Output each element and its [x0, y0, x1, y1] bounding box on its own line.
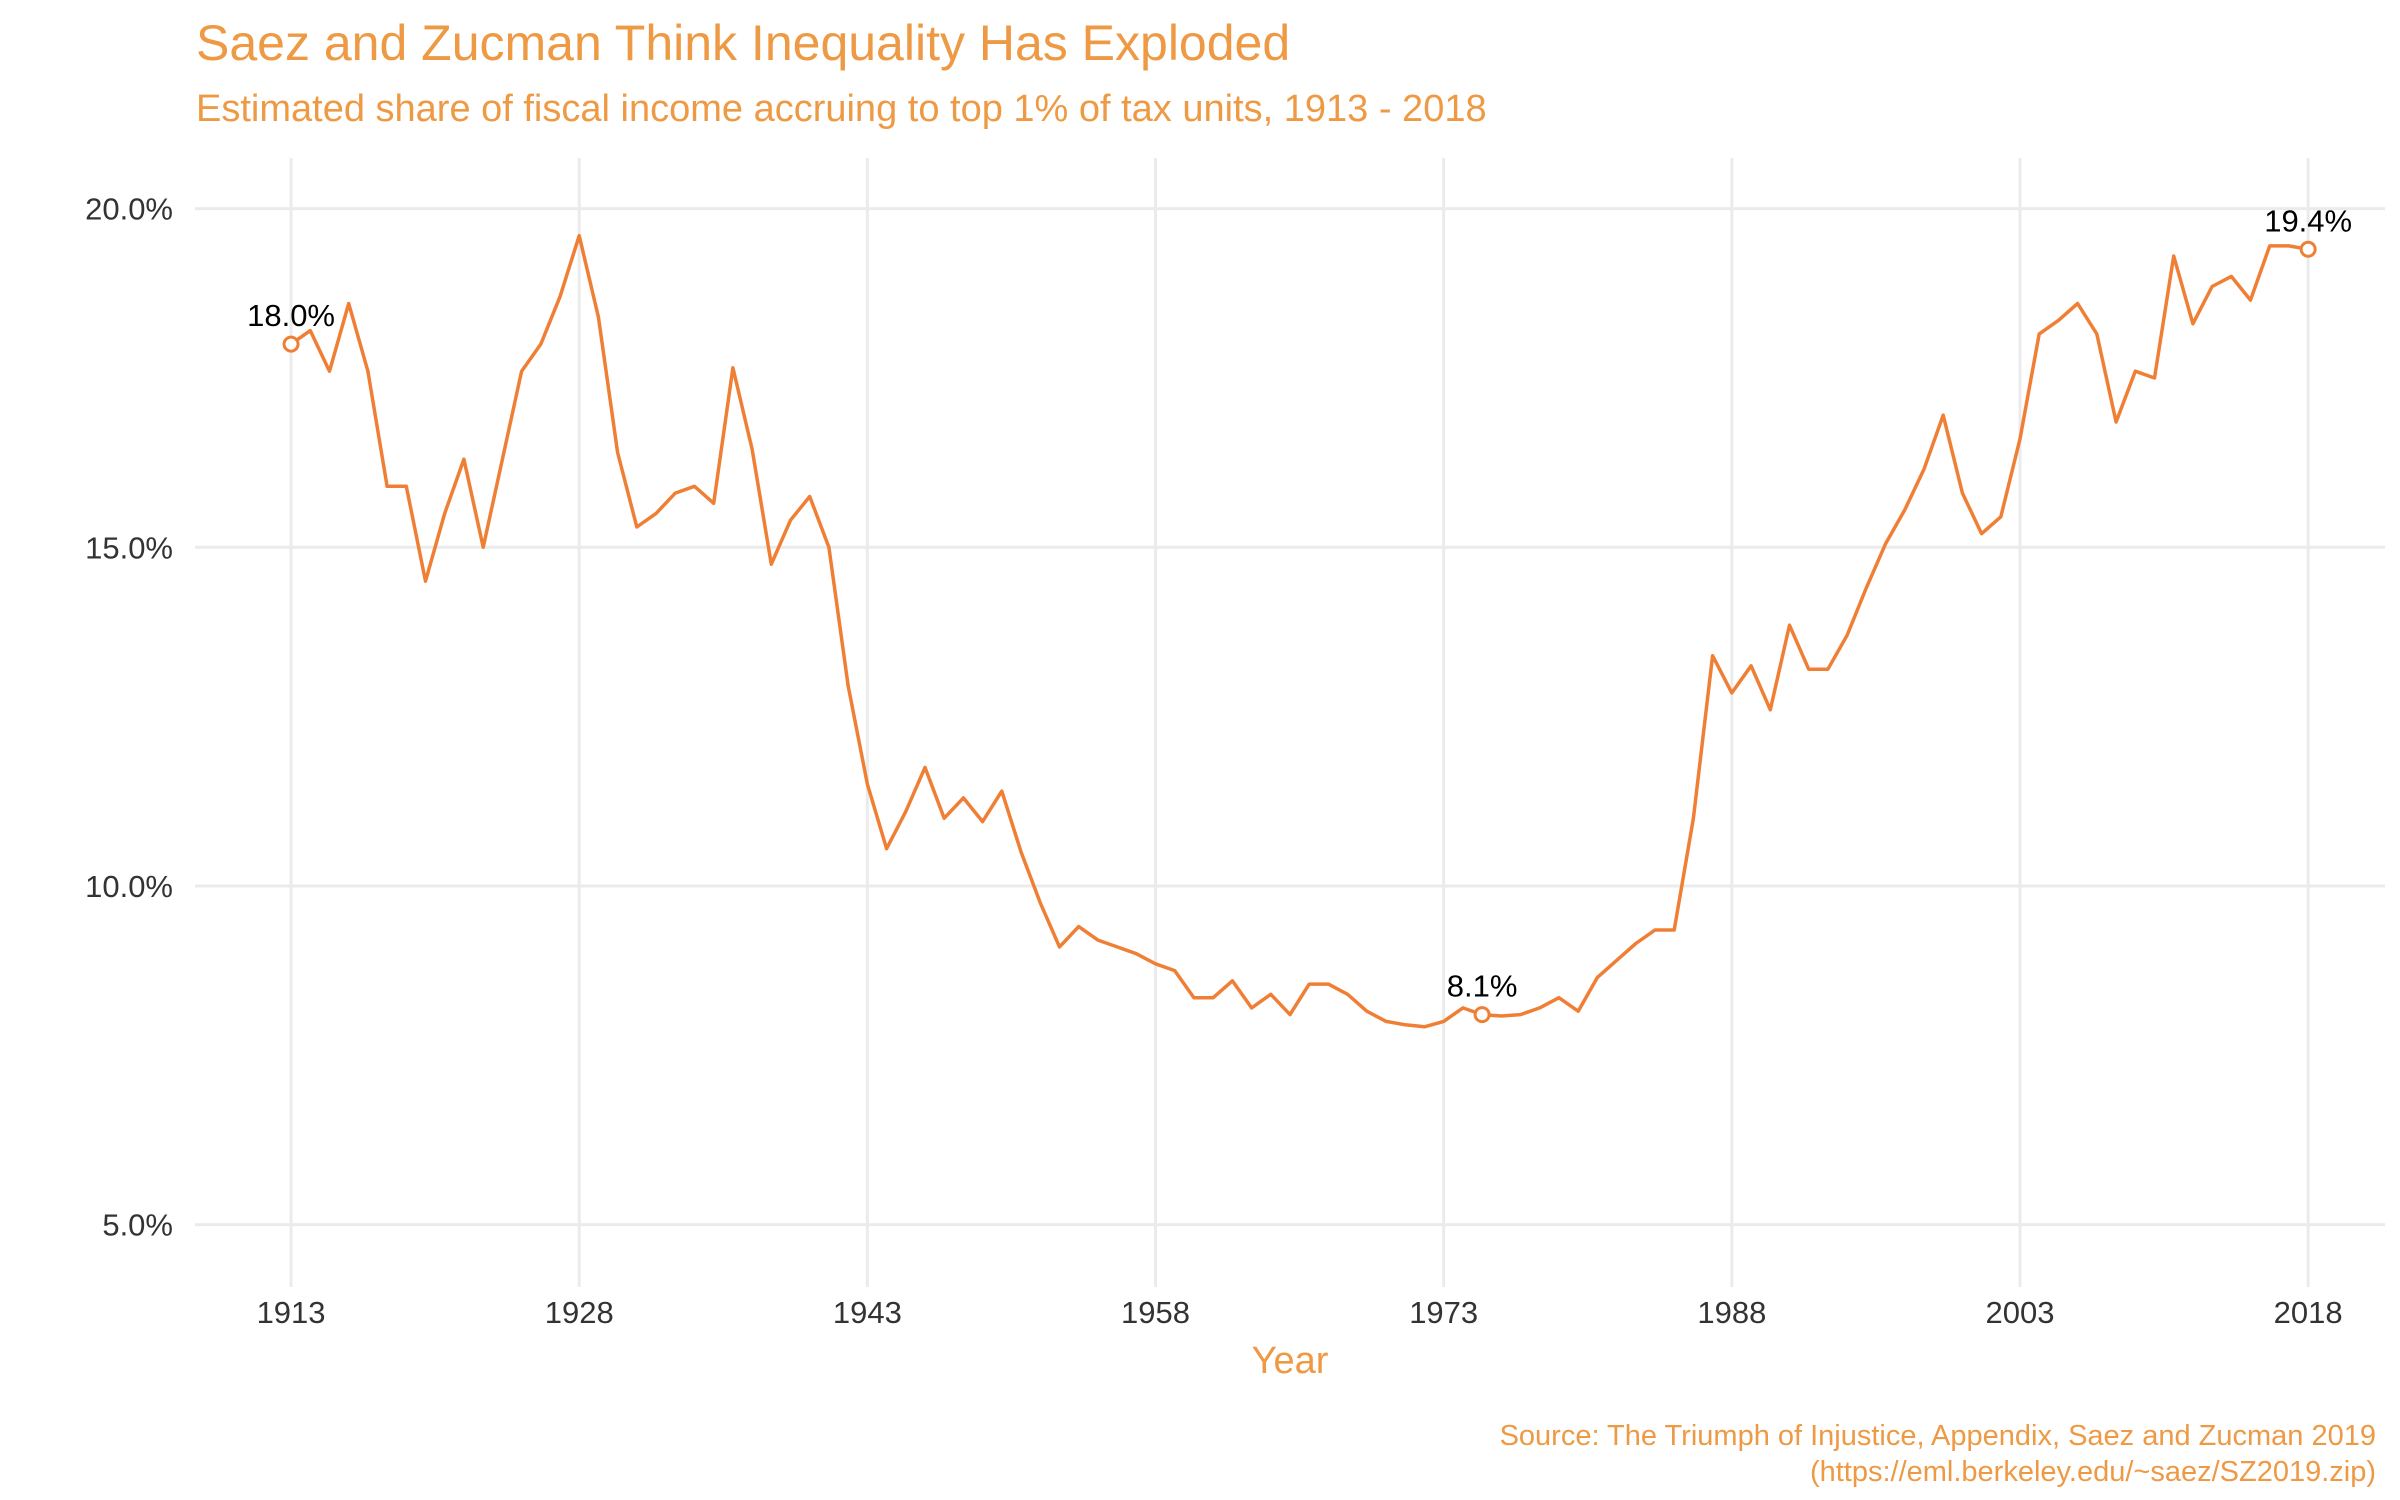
- data-label: 8.1%: [1447, 969, 1518, 1004]
- y-axis-ticks: 5.0% 10.0% 15.0% 20.0%: [85, 192, 173, 1243]
- x-tick-label: 1913: [257, 1295, 326, 1330]
- x-tick-label: 1943: [833, 1295, 902, 1330]
- x-tick-label: 2003: [1986, 1295, 2055, 1330]
- series-layer: [289, 233, 2310, 1029]
- chart-title: Saez and Zucman Think Inequality Has Exp…: [196, 15, 1291, 71]
- x-tick-label: 1958: [1121, 1295, 1190, 1330]
- annotation-point: [2299, 240, 2317, 258]
- x-tick-label: 1973: [1409, 1295, 1478, 1330]
- x-axis-ticks: 1913 1928 1943 1958 1973 1988 2003 2018: [257, 1295, 2343, 1330]
- series-line: [289, 233, 2310, 1029]
- caption-line-2: (https://eml.berkeley.edu/~saez/SZ2019.z…: [1809, 1456, 2376, 1488]
- x-tick-label: 1928: [545, 1295, 614, 1330]
- chart-subtitle: Estimated share of fiscal income accruin…: [196, 88, 1487, 130]
- source-caption: Source: The Triumph of Injustice, Append…: [1500, 1418, 2376, 1490]
- y-tick-label: 15.0%: [85, 530, 173, 565]
- data-label: 19.4%: [2264, 203, 2352, 238]
- x-tick-label: 1988: [1697, 1295, 1766, 1330]
- annotation-point: [1473, 1006, 1491, 1024]
- annotation-point: [282, 335, 300, 353]
- annotation-points: 18.0% 8.1% 19.4%: [247, 203, 2352, 1024]
- y-tick-label: 5.0%: [102, 1208, 173, 1243]
- x-axis-title: Year: [1252, 1340, 1329, 1382]
- data-label: 18.0%: [247, 298, 335, 333]
- y-tick-label: 10.0%: [85, 869, 173, 904]
- caption-line-1: Source: The Triumph of Injustice, Append…: [1499, 1420, 2376, 1452]
- y-tick-label: 20.0%: [85, 192, 173, 227]
- x-tick-label: 2018: [2274, 1295, 2343, 1330]
- gridlines: [195, 158, 2385, 1287]
